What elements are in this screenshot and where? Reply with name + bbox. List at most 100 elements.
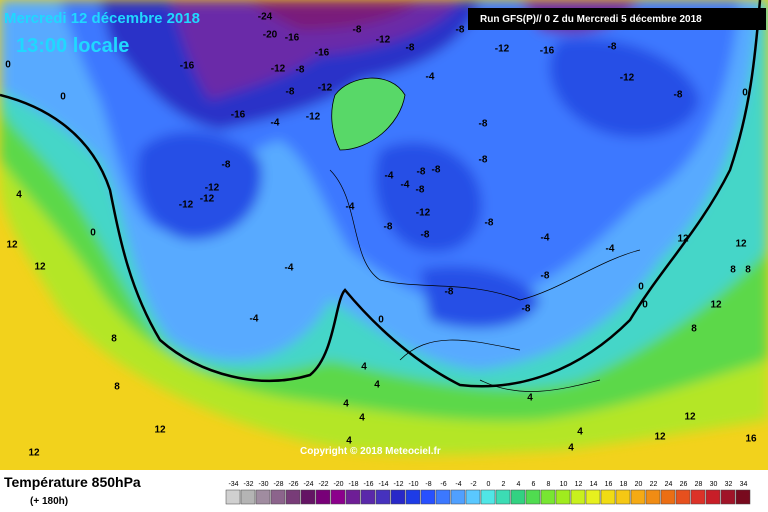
scale-label: -20 — [333, 481, 343, 488]
scale-label: -2 — [470, 481, 476, 488]
contour-label: 8 — [114, 382, 120, 393]
contour-label: -12 — [271, 64, 286, 75]
contour-label: 0 — [742, 88, 748, 99]
scale-label: 32 — [725, 481, 733, 488]
scale-label: 24 — [665, 481, 673, 488]
parameter-label: Température 850hPa — [4, 474, 141, 490]
scale-label: -26 — [288, 481, 298, 488]
contour-label: 12 — [28, 448, 40, 459]
contour-label: -8 — [286, 87, 295, 98]
contour-label: -8 — [456, 25, 465, 36]
contour-label: -16 — [285, 33, 300, 44]
contour-label: -12 — [416, 208, 431, 219]
map-background — [0, 0, 768, 470]
scale-label: -4 — [455, 481, 461, 488]
contour-label: -12 — [205, 183, 220, 194]
contour-label: -8 — [296, 65, 305, 76]
scale-swatch — [705, 489, 721, 505]
contour-label: 0 — [638, 282, 644, 293]
scale-swatch — [540, 489, 556, 505]
scale-label: 18 — [620, 481, 628, 488]
scale-label: -34 — [228, 481, 238, 488]
contour-label: -8 — [353, 25, 362, 36]
scale-swatch — [240, 489, 256, 505]
scale-swatch — [360, 489, 376, 505]
scale-swatch — [525, 489, 541, 505]
date-label: Mercredi 12 décembre 2018 — [4, 10, 200, 27]
contour-label: 4 — [374, 380, 380, 391]
contour-label: -8 — [674, 90, 683, 101]
contour-label: 4 — [527, 393, 533, 404]
contour-label: -4 — [271, 118, 280, 129]
scale-label: -8 — [425, 481, 431, 488]
scale-label: 30 — [710, 481, 718, 488]
scale-label: 10 — [560, 481, 568, 488]
scale-swatch — [660, 489, 676, 505]
scale-swatch — [510, 489, 526, 505]
contour-label: 0 — [5, 60, 11, 71]
run-label: Run GFS(P)// 0 Z du Mercredi 5 décembre … — [480, 14, 702, 25]
scale-swatch — [555, 489, 571, 505]
scale-swatch — [720, 489, 736, 505]
contour-label: 4 — [359, 413, 365, 424]
contour-labels: -24-20 -16-8-16-12-12 -8-12-8-16-4-12-16-8… — [5, 12, 757, 459]
contour-label: 12 — [710, 300, 722, 311]
copyright: Copyright © 2018 Meteociel.fr — [300, 446, 441, 457]
scale-swatch — [420, 489, 436, 505]
scale-label: 4 — [517, 481, 521, 488]
contour-label: 0 — [378, 315, 384, 326]
scale-swatch — [675, 489, 691, 505]
scale-swatch — [270, 489, 286, 505]
contour-label: 0 — [90, 228, 96, 239]
time-label: 13:00 locale — [16, 35, 129, 57]
contour-label: -8 — [479, 155, 488, 166]
scale-label: 12 — [575, 481, 583, 488]
scale-swatch — [495, 489, 511, 505]
scale-swatch — [390, 489, 406, 505]
scale-label: 14 — [590, 481, 598, 488]
contour-label: 12 — [154, 425, 166, 436]
scale-label: -30 — [258, 481, 268, 488]
contour-label: 8 — [745, 265, 751, 276]
contour-label: -8 — [421, 230, 430, 241]
contour-label: -4 — [285, 263, 294, 274]
contour-label: -12 — [200, 194, 215, 205]
scale-swatch — [600, 489, 616, 505]
scale-label: 6 — [532, 481, 536, 488]
contour-label: 12 — [677, 234, 689, 245]
scale-label: -32 — [243, 481, 253, 488]
contour-label: 4 — [568, 443, 574, 454]
scale-label: 20 — [635, 481, 643, 488]
lead-label: (+ 180h) — [30, 496, 68, 507]
scale-swatch — [375, 489, 391, 505]
scale-label: 34 — [740, 481, 748, 488]
contour-label: 8 — [691, 324, 697, 335]
scale-swatch — [315, 489, 331, 505]
contour-label: -8 — [417, 167, 426, 178]
contour-label: 12 — [735, 239, 747, 250]
scale-swatch — [405, 489, 421, 505]
scale-swatch — [570, 489, 586, 505]
contour-label: 0 — [60, 92, 66, 103]
contour-label: -8 — [485, 218, 494, 229]
scale-swatch — [690, 489, 706, 505]
contour-label: -4 — [426, 72, 435, 83]
contour-label: -12 — [318, 83, 333, 94]
contour-label: -8 — [479, 119, 488, 130]
contour-label: -4 — [346, 202, 355, 213]
scale-label: 8 — [547, 481, 551, 488]
contour-label: 4 — [577, 427, 583, 438]
contour-label: -20 — [263, 30, 278, 41]
scale-swatch — [615, 489, 631, 505]
scale-label: 0 — [487, 481, 491, 488]
contour-label: 4 — [16, 190, 22, 201]
contour-label: 4 — [361, 362, 367, 373]
contour-label: -12 — [620, 73, 635, 84]
contour-label: -8 — [384, 222, 393, 233]
contour-label: -8 — [445, 287, 454, 298]
contour-label: -8 — [222, 160, 231, 171]
scale-swatch — [330, 489, 346, 505]
scale-label: -16 — [363, 481, 373, 488]
scale-label: 28 — [695, 481, 703, 488]
scale-swatch — [630, 489, 646, 505]
